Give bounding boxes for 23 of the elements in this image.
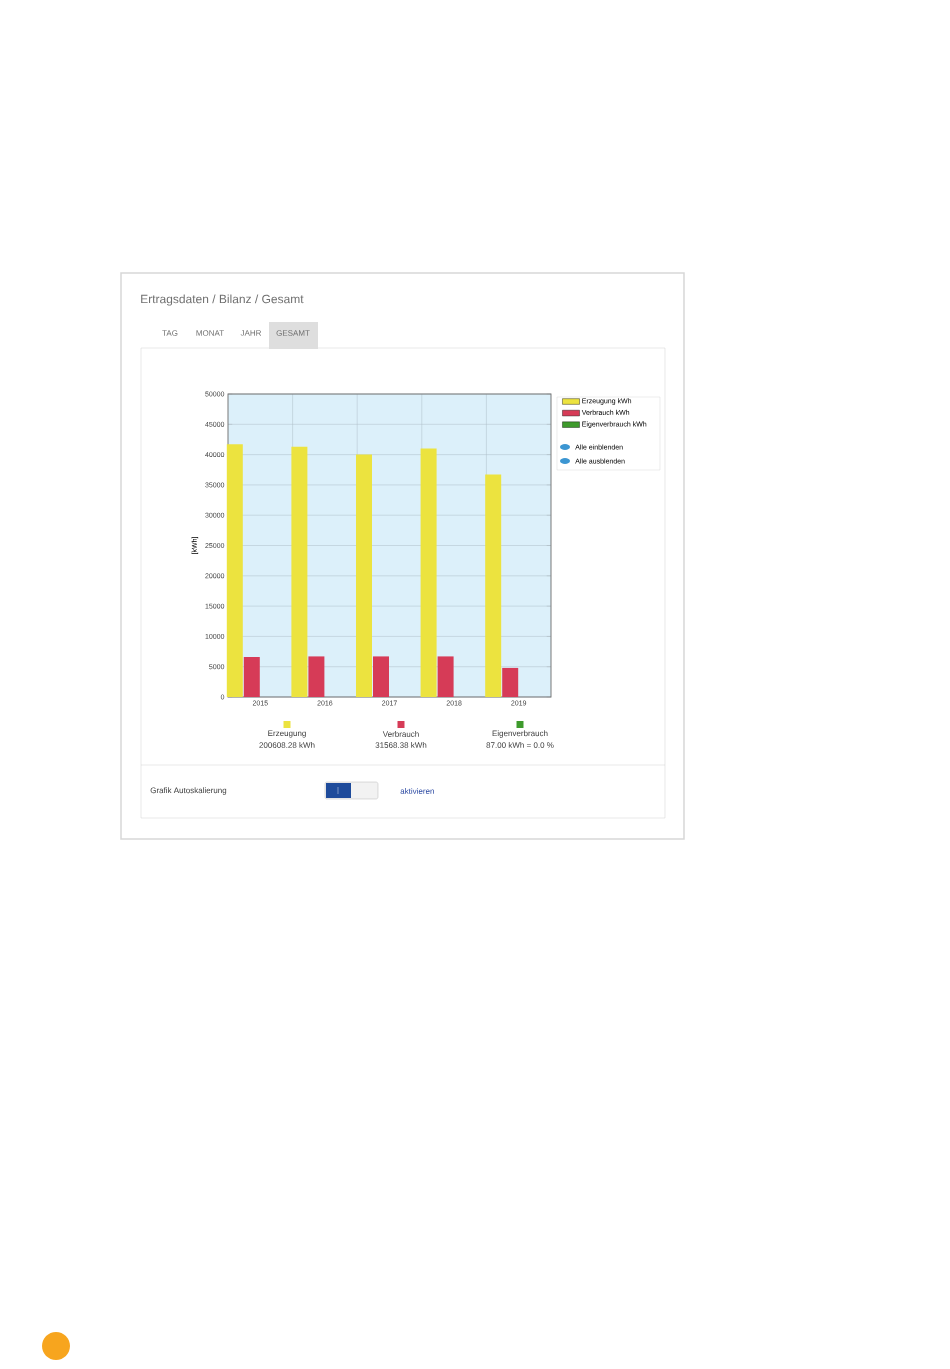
text: MONAT <box>196 330 224 336</box>
bar <box>226 444 243 698</box>
text: TAG <box>162 330 178 336</box>
bar <box>437 656 454 698</box>
text: JAHR <box>240 330 262 336</box>
bar <box>420 448 437 698</box>
chart-title: Ertragsdaten / Bilanz / Gesamt <box>141 294 304 306</box>
bar <box>291 446 308 698</box>
bar <box>308 656 325 698</box>
text: 200608.28 kWh <box>259 742 315 748</box>
bar <box>485 474 502 698</box>
text: Erzeugung <box>268 730 306 738</box>
text: 87.00 kWh = 0.0 % <box>486 742 554 748</box>
text: Grafik Autoskalierung <box>150 787 227 795</box>
bar <box>356 454 372 698</box>
text: GESAMT <box>276 330 310 336</box>
text: aktivieren <box>400 788 434 794</box>
bar <box>373 656 389 698</box>
text: 31568.38 kWh <box>375 742 427 748</box>
text: Eigenverbrauch <box>492 730 548 738</box>
text: Verbrauch <box>382 731 419 737</box>
bar <box>243 657 260 698</box>
bar <box>502 667 519 698</box>
